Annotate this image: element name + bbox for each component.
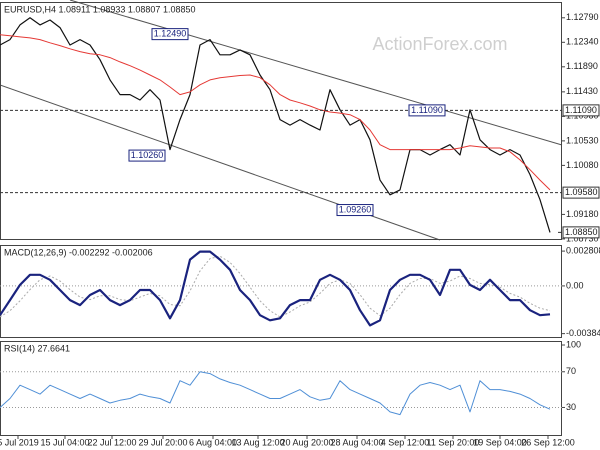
level-label: 1.11090 — [565, 105, 597, 115]
y-tick-label: 30 — [566, 402, 576, 412]
watermark: ActionForex.com — [372, 34, 507, 54]
annotation-box — [128, 149, 166, 162]
y-tick-label: -0.003848 — [566, 328, 600, 338]
x-tick-label: 28 Aug 04:00 — [330, 437, 383, 447]
x-tick-label: 13 Aug 12:00 — [231, 437, 284, 447]
pane-title: EURUSD,H4 1.08911 1.08933 1.08807 1.0885… — [4, 4, 195, 14]
pane-title: RSI(14) 27.6641 — [4, 343, 70, 353]
annotation-box — [336, 204, 374, 217]
annotation-box — [408, 104, 446, 117]
x-tick-label: 22 Jul 12:00 — [87, 437, 136, 447]
series-line — [0, 255, 551, 318]
y-tick-label: 1.12790 — [566, 12, 599, 22]
y-tick-label: 100 — [566, 339, 581, 349]
last-price-label: 1.08850 — [565, 227, 598, 237]
x-tick-label: 19 Sep 04:00 — [473, 437, 527, 447]
pane-title: MACD(12,26,9) -0.002292 -0.002006 — [4, 247, 153, 257]
x-tick-label: 5 Jul 2019 — [0, 437, 39, 447]
level-box — [562, 104, 600, 117]
y-tick-label: 1.10530 — [566, 135, 599, 145]
annotation-label: 1.12490 — [154, 29, 187, 39]
annotation-label: 1.10260 — [131, 150, 164, 160]
x-tick-label: 6 Aug 04:00 — [189, 437, 237, 447]
series-line — [0, 34, 551, 191]
x-tick-label: 4 Sep 12:00 — [381, 437, 430, 447]
upper-channel — [69, 0, 563, 146]
pane-frame — [0, 341, 562, 436]
y-tick-label: 70 — [566, 366, 576, 376]
x-tick-label: 11 Sep 20:00 — [427, 437, 480, 447]
pane-frame — [0, 245, 562, 338]
x-tick-label: 15 Jul 04:00 — [40, 437, 89, 447]
series-line — [0, 371, 551, 416]
y-tick-label: 1.11890 — [566, 61, 598, 71]
series-line — [0, 17, 551, 233]
y-tick-label: 1.12340 — [566, 37, 599, 47]
x-tick-label: 26 Sep 12:00 — [521, 437, 575, 447]
annotation-box — [151, 28, 189, 41]
annotation-label: 1.11090 — [411, 105, 443, 115]
series-line — [0, 250, 551, 327]
x-tick-label: 29 Jul 20:00 — [138, 437, 187, 447]
y-tick-label: 0.00 — [566, 280, 584, 290]
last-price-box — [562, 226, 600, 239]
y-tick-label: 1.09180 — [566, 209, 599, 219]
y-tick-label: 0.002808 — [566, 245, 600, 255]
annotation-label: 1.09260 — [339, 204, 372, 214]
level-box — [562, 186, 600, 199]
y-tick-label: 1.10080 — [566, 160, 599, 170]
x-tick-label: 20 Aug 20:00 — [280, 437, 333, 447]
y-tick-label: 1.11430 — [566, 86, 598, 96]
pane-frame — [0, 2, 562, 240]
level-label: 1.09580 — [565, 187, 598, 197]
